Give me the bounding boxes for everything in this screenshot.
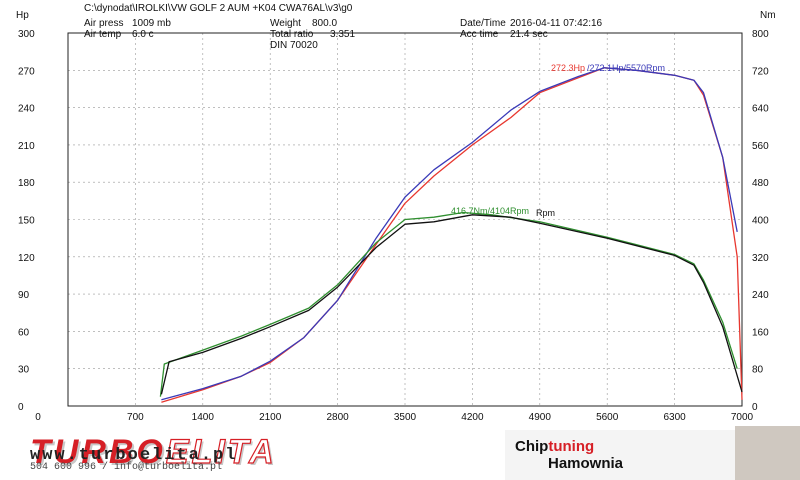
right-tick-label: 80: [752, 365, 764, 376]
total-ratio-value: 3.351: [330, 29, 356, 40]
x-tick-label: 1400: [192, 412, 215, 423]
series-line-3: [160, 214, 743, 395]
series-line-1: [161, 67, 738, 401]
left-tick-label: 210: [18, 141, 35, 152]
corner-panel: [735, 426, 800, 480]
series-line-2: [159, 211, 738, 397]
right-tick-label: 800: [752, 29, 769, 40]
left-tick-label: 180: [18, 178, 35, 189]
weight-label: Weight: [270, 18, 301, 29]
chart-tick-labels: 0 30 60 90 120 150 180 210 240 270 300 0 80 160 240 320…: [18, 29, 769, 423]
chiptuning-text: Chiptuning: [515, 438, 594, 455]
tuning-word: tuning: [548, 438, 595, 455]
series-line-0: [161, 67, 743, 403]
right-axis-title: Nm: [760, 10, 776, 21]
right-tick-label: 560: [752, 141, 769, 152]
left-tick-label: 60: [18, 327, 30, 338]
acc-time-label: Acc time: [460, 29, 499, 40]
left-tick-label: 90: [18, 290, 30, 301]
logo-part-elita: ELITA: [165, 432, 277, 471]
right-tick-label: 0: [752, 402, 758, 413]
logo-part-turbo: TURBO: [30, 433, 166, 471]
air-temp-value: 6.0 c: [132, 29, 154, 40]
left-tick-label: 300: [18, 29, 35, 40]
x-tick-label: 2100: [259, 412, 282, 423]
file-path: C:\dynodat\IROLKI\VW GOLF 2 AUM +K04 CWA…: [84, 3, 353, 14]
x-tick-label: 4900: [529, 412, 552, 423]
chart-axes: [67, 32, 743, 407]
dyno-chart: 0 30 60 90 120 150 180 210 240 270 300 0 80 160 240 320…: [16, 10, 776, 423]
air-press-value: 1009 mb: [132, 18, 171, 29]
left-tick-label: 240: [18, 104, 35, 115]
x-tick-label: 0: [35, 412, 41, 423]
acc-time-value: 21.4 sec: [510, 29, 548, 40]
website-text: www.turboelita.pl: [30, 446, 238, 465]
torque-peak-annotation: 416.7Nm/4104Rpm: [451, 206, 529, 216]
turboelita-logo: TURBOELITA: [30, 432, 277, 472]
contact-text: 504 600 996 / info@turboelita.pl: [30, 462, 223, 473]
x-tick-label: 6300: [663, 412, 686, 423]
hamownia-text: Hamownia: [548, 455, 624, 472]
x-tick-label: 2800: [326, 412, 349, 423]
chart-grid: [68, 33, 742, 406]
left-tick-label: 120: [18, 253, 35, 264]
left-tick-label: 0: [18, 402, 24, 413]
chip-word: Chip: [515, 438, 549, 455]
din-value: 70020: [290, 40, 318, 51]
total-ratio-label: Total ratio: [270, 29, 314, 40]
right-tick-label: 160: [752, 327, 769, 338]
hp-red-peak-annotation: 272.3Hp: [551, 63, 585, 73]
right-tick-label: 640: [752, 104, 769, 115]
datetime-label: Date/Time: [460, 18, 506, 29]
chiptuning-badge: [505, 430, 735, 480]
left-tick-label: 270: [18, 66, 35, 77]
right-tick-label: 480: [752, 178, 769, 189]
x-tick-label: 5600: [596, 412, 619, 423]
plot-frame: [67, 32, 743, 407]
right-tick-label: 400: [752, 216, 769, 227]
air-press-label: Air press: [84, 18, 124, 29]
left-tick-label: 30: [18, 365, 30, 376]
x-tick-label: 7000: [731, 412, 754, 423]
right-tick-label: 720: [752, 66, 769, 77]
torque-peak-suffix: Rpm: [536, 208, 555, 218]
x-tick-label: 3500: [394, 412, 417, 423]
air-temp-label: Air temp: [84, 29, 122, 40]
chart-annotations: 272.3Hp /272.1Hp/5570Rpm 416.7Nm/4104Rpm…: [451, 63, 665, 218]
datetime-value: 2016-04-11 07:42:16: [510, 18, 603, 29]
weight-value: 800.0: [312, 18, 338, 29]
hp-blue-peak-annotation: /272.1Hp/5570Rpm: [587, 63, 665, 73]
din-label: DIN: [270, 40, 288, 51]
chart-series: [159, 67, 743, 403]
right-tick-label: 320: [752, 253, 769, 264]
left-axis-title: Hp: [16, 10, 29, 21]
x-tick-label: 700: [127, 412, 144, 423]
right-tick-label: 240: [752, 290, 769, 301]
x-tick-label: 4200: [461, 412, 484, 423]
left-tick-label: 150: [18, 216, 35, 227]
